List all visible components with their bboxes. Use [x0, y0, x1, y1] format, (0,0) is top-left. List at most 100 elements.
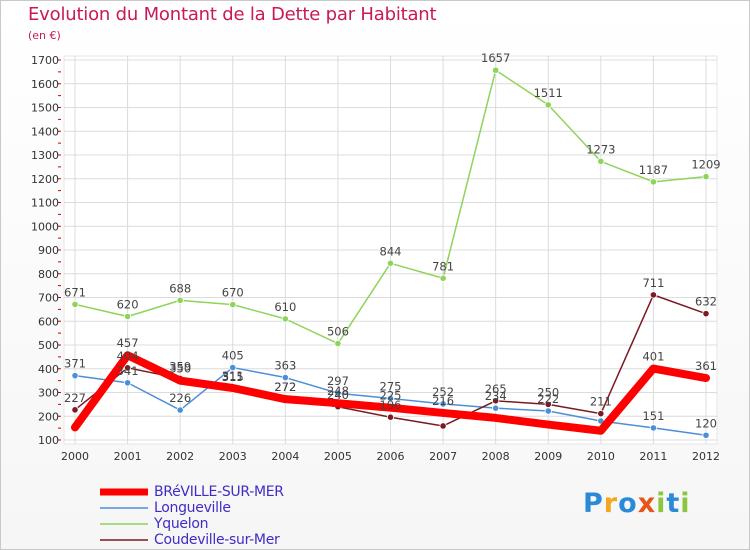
legend-swatch [100, 488, 148, 496]
data-point [649, 291, 658, 299]
data-label: 272 [274, 380, 296, 394]
data-label: 297 [327, 374, 349, 388]
legend-item: Yquelon [98, 516, 284, 532]
data-label: 371 [64, 357, 86, 371]
data-point [281, 373, 289, 382]
data-point [439, 274, 447, 282]
data-point [71, 300, 79, 308]
x-tick-label: 2003 [219, 450, 247, 463]
y-tick-label: 900 [38, 244, 59, 257]
data-point [386, 259, 395, 267]
data-label: 222 [537, 392, 559, 406]
data-point [649, 178, 658, 186]
data-label: 151 [642, 409, 664, 423]
data-label: 359 [169, 359, 191, 373]
x-tick-label: 2001 [114, 450, 142, 463]
data-point [176, 296, 184, 304]
y-tick-label: 1700 [31, 54, 59, 67]
data-label: 404 [117, 349, 139, 363]
legend: BRéVILLE-SUR-MER Longueville Yquelon Cou… [98, 484, 284, 548]
legend-label: BRéVILLE-SUR-MER [154, 484, 284, 500]
x-tick-label: 2004 [271, 450, 299, 463]
data-label: 363 [274, 359, 296, 373]
y-tick-label: 1600 [31, 78, 59, 91]
y-tick-label: 600 [38, 315, 59, 328]
data-label: 248 [327, 384, 349, 398]
data-label: 671 [64, 285, 86, 299]
chart-title: Evolution du Montant de la Dette par Hab… [28, 4, 437, 25]
data-point [123, 379, 132, 387]
y-tick-label: 1300 [31, 149, 59, 162]
data-label: 688 [169, 281, 191, 295]
data-point [334, 339, 342, 348]
y-tick-label: 1000 [31, 220, 59, 233]
data-label: 265 [485, 382, 507, 396]
data-label: 341 [117, 364, 139, 378]
data-label: 250 [537, 385, 559, 399]
data-point [176, 406, 184, 414]
data-point [544, 400, 552, 408]
legend-swatch [100, 523, 148, 525]
y-tick-label: 500 [38, 339, 59, 352]
data-label: 227 [64, 391, 86, 405]
data-point [386, 394, 395, 403]
legend-item: Coudeville-sur-Mer [98, 532, 284, 548]
data-label: 457 [117, 336, 139, 350]
data-label: 196 [380, 398, 402, 412]
legend-item: Longueville [98, 500, 284, 516]
x-tick-label: 2005 [324, 450, 352, 463]
data-point [492, 397, 500, 405]
data-point [439, 400, 447, 408]
y-tick-label: 1400 [31, 125, 59, 138]
data-point [123, 312, 132, 321]
x-tick-label: 2010 [587, 450, 615, 463]
x-tick-label: 2006 [377, 450, 405, 463]
y-tick-label: 1500 [31, 102, 59, 115]
x-tick-label: 2012 [692, 450, 720, 463]
legend-label: Coudeville-sur-Mer [154, 532, 280, 548]
data-label: 120 [695, 416, 717, 430]
data-label: 1511 [534, 86, 563, 100]
data-label: 401 [642, 350, 664, 364]
x-tick-label: 2000 [61, 450, 89, 463]
data-point [597, 410, 605, 418]
x-tick-label: 2008 [482, 450, 510, 463]
data-point [334, 389, 342, 397]
data-label: 1187 [639, 163, 668, 177]
data-label: 311 [222, 369, 244, 383]
y-tick-label: 200 [38, 410, 59, 423]
legend-swatch [100, 507, 148, 509]
legend-label: Longueville [154, 500, 231, 516]
chart-unit: (en €) [28, 29, 61, 42]
data-label: 226 [169, 391, 191, 405]
data-label: 844 [380, 244, 402, 258]
x-tick-label: 2002 [166, 450, 194, 463]
data-label: 272 [274, 380, 296, 394]
legend-item: BRéVILLE-SUR-MER [98, 484, 284, 500]
data-label: 211 [590, 395, 612, 409]
data-label: 216 [432, 394, 454, 408]
data-point [281, 315, 289, 323]
data-label: 225 [380, 389, 402, 403]
y-tick-label: 400 [38, 363, 59, 376]
data-point [544, 101, 552, 109]
data-point [229, 363, 237, 372]
data-label: 252 [432, 385, 454, 399]
y-tick-label: 1100 [31, 197, 59, 210]
data-point [702, 173, 710, 181]
data-label: 240 [327, 388, 349, 402]
data-label: 1657 [481, 51, 510, 65]
data-label: 315 [222, 370, 244, 384]
y-tick-label: 700 [38, 292, 59, 305]
legend-label: Yquelon [154, 516, 209, 532]
data-point [649, 424, 658, 432]
data-point [492, 66, 500, 74]
x-tick-label: 2011 [639, 450, 667, 463]
data-label: 234 [485, 389, 507, 403]
data-label: 610 [274, 300, 296, 314]
data-point [71, 406, 79, 414]
proxiti-logo: Proxiti [583, 488, 691, 519]
data-point [439, 422, 447, 430]
x-tick-label: 2007 [429, 450, 457, 463]
